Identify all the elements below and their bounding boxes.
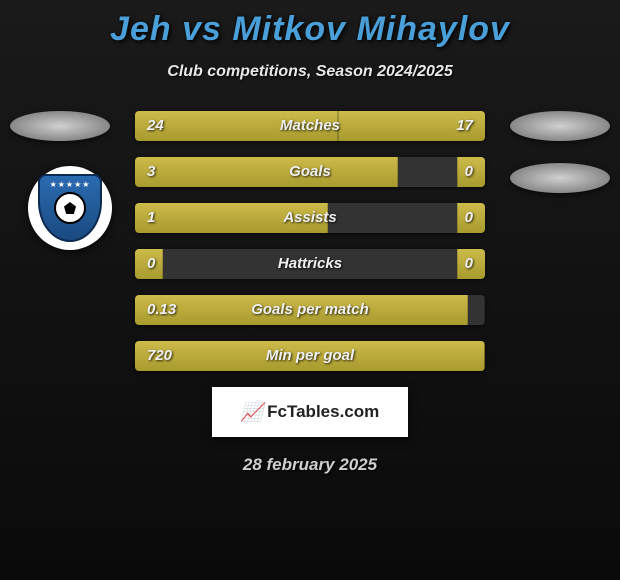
stat-row-hattricks: 0 Hattricks 0 bbox=[135, 249, 485, 279]
player-right-photo-placeholder-2 bbox=[510, 163, 610, 193]
stat-value-right: 0 bbox=[465, 203, 473, 233]
stat-row-goals-per-match: 0.13 Goals per match bbox=[135, 295, 485, 325]
brand-chart-icon: 📈 bbox=[241, 402, 263, 423]
stat-label: Matches bbox=[135, 111, 485, 141]
stat-row-assists: 1 Assists 0 bbox=[135, 203, 485, 233]
stat-row-matches: 24 Matches 17 bbox=[135, 111, 485, 141]
stat-label: Hattricks bbox=[135, 249, 485, 279]
stat-row-min-per-goal: 720 Min per goal bbox=[135, 341, 485, 371]
soccer-ball-icon bbox=[54, 192, 86, 224]
comparison-title: Jeh vs Mitkov Mihaylov bbox=[0, 0, 620, 49]
comparison-subtitle: Club competitions, Season 2024/2025 bbox=[0, 63, 620, 81]
stat-label: Goals per match bbox=[135, 295, 485, 325]
stats-list: 24 Matches 17 3 Goals 0 1 Assists 0 0 Ha… bbox=[135, 111, 485, 371]
stat-label: Min per goal bbox=[135, 341, 485, 371]
stat-row-goals: 3 Goals 0 bbox=[135, 157, 485, 187]
player-right-photo-placeholder-1 bbox=[510, 111, 610, 141]
stat-value-right: 17 bbox=[456, 111, 473, 141]
comparison-container: ★★★★★ 24 Matches 17 3 Goals 0 1 Assists bbox=[0, 111, 620, 475]
stat-label: Goals bbox=[135, 157, 485, 187]
stat-value-right: 0 bbox=[465, 249, 473, 279]
snapshot-date: 28 february 2025 bbox=[0, 455, 620, 475]
brand-badge[interactable]: 📈 FcTables.com bbox=[212, 387, 408, 437]
club-stars-icon: ★★★★★ bbox=[40, 180, 100, 189]
brand-name: FcTables.com bbox=[267, 402, 379, 422]
player-left-photo-placeholder bbox=[10, 111, 110, 141]
club-logo-left: ★★★★★ bbox=[28, 166, 112, 250]
club-shield-icon: ★★★★★ bbox=[38, 174, 102, 242]
stat-value-right: 0 bbox=[465, 157, 473, 187]
stat-label: Assists bbox=[135, 203, 485, 233]
